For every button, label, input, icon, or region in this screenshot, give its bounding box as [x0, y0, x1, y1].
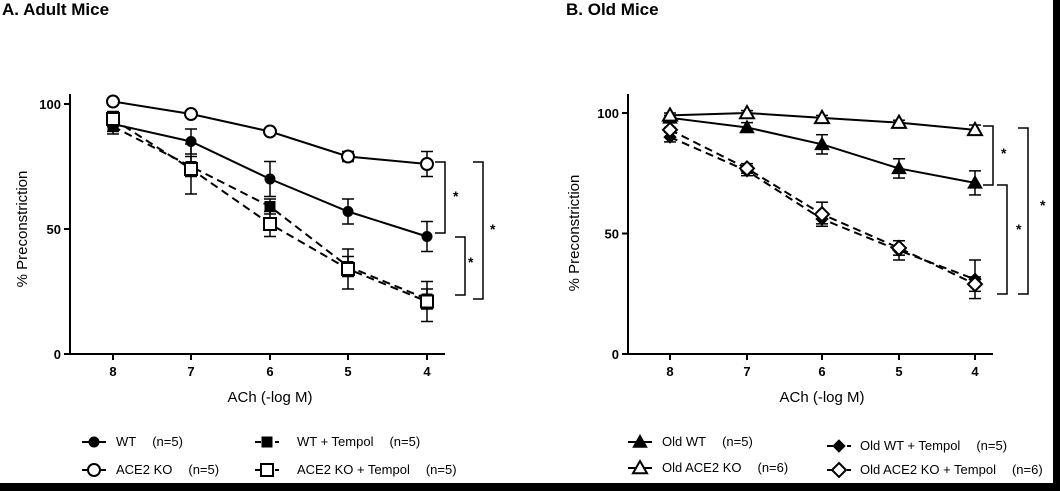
panel-a-legend-marker — [260, 463, 274, 477]
panel-b-point-open-diamond — [890, 239, 908, 257]
panel-a-legend-marker — [261, 436, 273, 448]
panel-a-y-tick-label: 50 — [47, 222, 61, 237]
panel-a-point-open-circle — [184, 107, 198, 121]
panel-a-legend-n: (n=5) — [389, 434, 420, 449]
panel-b-legend-label: Old ACE2 KO — [662, 460, 741, 475]
panel-a-point-open-circle — [106, 94, 120, 109]
panel-b-significance-bracket — [983, 125, 994, 186]
panel-b-x-tick-label: 4 — [971, 364, 979, 379]
panel-b-point-open-triangle — [966, 120, 984, 137]
panel-a-legend-n: (n=5) — [188, 462, 219, 477]
panel-b-point-open-triangle — [890, 113, 908, 129]
panel-b-y-tick-label: 100 — [597, 106, 619, 121]
panel-b-y-axis-label: % Preconstriction — [566, 175, 583, 292]
panel-b-x-tick-label: 8 — [666, 364, 673, 379]
panel-a-legend-n: (n=5) — [152, 434, 183, 449]
panel-b-x-tick-label: 5 — [895, 364, 902, 379]
panel-a-x-tick-label: 6 — [266, 364, 273, 379]
panel-b-legend-label: Old WT + Tempol — [860, 438, 960, 453]
panel-a-point-filled-circle — [264, 173, 276, 185]
panel-b-point-filled-triangle — [891, 160, 907, 175]
panel-b-point-filled-triangle — [814, 136, 830, 151]
panel-a-point-open-square — [184, 162, 198, 176]
panel-b-legend-marker — [631, 458, 649, 475]
panel-b-point-open-diamond — [813, 205, 831, 223]
panel-a-point-open-circle — [263, 124, 277, 139]
panel-b-legend-marker — [832, 439, 846, 453]
panel-b-legend-n: (n=5) — [722, 434, 753, 449]
panel-a-legend-label: WT — [116, 434, 136, 449]
panel-a-point-open-circle — [341, 149, 355, 164]
panel-b-title: B. Old Mice — [566, 0, 659, 19]
panel-b-point-open-diamond — [966, 275, 984, 293]
panel-a-y-tick-label: 0 — [54, 347, 61, 362]
panel-b-legend-label: Old ACE2 KO + Tempol — [860, 462, 996, 477]
panel-a-point-open-square — [263, 217, 277, 231]
panel-a-legend-label: WT + Tempol — [297, 434, 374, 449]
panel-a-x-tick-label: 4 — [423, 364, 431, 379]
panel-a-significance-bracket — [473, 161, 484, 300]
panel-b-point-open-triangle — [813, 108, 831, 125]
panel-b-legend-n: (n=5) — [976, 438, 1007, 453]
panel-a-legend-marker — [87, 463, 101, 477]
panel-a-significance-bracket — [435, 161, 446, 234]
figure-canvas: A. Adult Mice 0 50 100 8 7 6 5 4 ACh (-log M)% Pr… — [0, 0, 1053, 483]
panel-a-x-axis-label: ACh (-log M) — [227, 389, 312, 406]
panel-b-significance-bracket — [1018, 127, 1029, 295]
panel-a-x-tick-label: 5 — [344, 364, 351, 379]
panel-a-legend-label: ACE2 KO + Tempol — [297, 462, 410, 477]
panel-a-x-tick-label: 7 — [187, 364, 194, 379]
panel-a-legend-n: (n=5) — [426, 462, 457, 477]
panel-b-point-open-triangle — [661, 106, 679, 122]
panel-a-legend-label: ACE2 KO — [116, 462, 172, 477]
panel-a-title: A. Adult Mice — [2, 0, 109, 19]
panel-b-legend-n: (n=6) — [757, 460, 788, 475]
panel-b-point-filled-triangle — [739, 119, 755, 134]
panel-a-point-open-square — [106, 112, 120, 126]
panel-a-y-axis-label: % Preconstriction — [14, 171, 31, 288]
panel-b-point-filled-triangle — [967, 174, 983, 189]
panel-b-legend-marker — [632, 433, 648, 448]
panel-b-x-tick-label: 6 — [818, 364, 825, 379]
panel-b-legend-n: (n=6) — [1012, 462, 1043, 477]
panel-b-point-open-diamond — [738, 160, 756, 177]
panel-b-significance-star: * — [1016, 221, 1022, 237]
panel-a-y-tick-label: 100 — [39, 97, 61, 112]
panel-b-y-tick-label: 50 — [605, 227, 619, 242]
panel-a-legend-marker — [88, 436, 100, 448]
panel-b-x-tick-label: 7 — [743, 364, 750, 379]
panel-a-point-filled-circle — [342, 206, 354, 217]
panel-b-significance-bracket — [997, 184, 1008, 295]
panel-a-point-filled-circle — [421, 231, 433, 242]
panel-a-significance-star: * — [490, 221, 496, 237]
panel-b-significance-star: * — [1001, 145, 1007, 161]
panel-b-point-open-diamond — [661, 121, 679, 139]
panel-b-significance-star: * — [1040, 197, 1046, 213]
panel-a-significance-bracket — [455, 236, 466, 296]
panel-a-point-open-circle — [420, 157, 434, 171]
panel-b-x-axis-label: ACh (-log M) — [779, 389, 864, 406]
panel-b-legend-marker — [830, 461, 848, 479]
panel-b-y-tick-label: 0 — [612, 347, 619, 362]
panel-a-point-filled-square — [264, 201, 276, 212]
panel-a-significance-star: * — [468, 254, 474, 270]
panel-a-significance-star: * — [453, 188, 459, 204]
panel-b-legend-label: Old WT — [662, 434, 706, 449]
panel-a-x-tick-label: 8 — [109, 364, 116, 379]
panel-b-point-open-triangle — [738, 103, 756, 120]
panel-a-point-open-square — [420, 294, 434, 309]
panel-a-point-open-square — [341, 262, 355, 276]
